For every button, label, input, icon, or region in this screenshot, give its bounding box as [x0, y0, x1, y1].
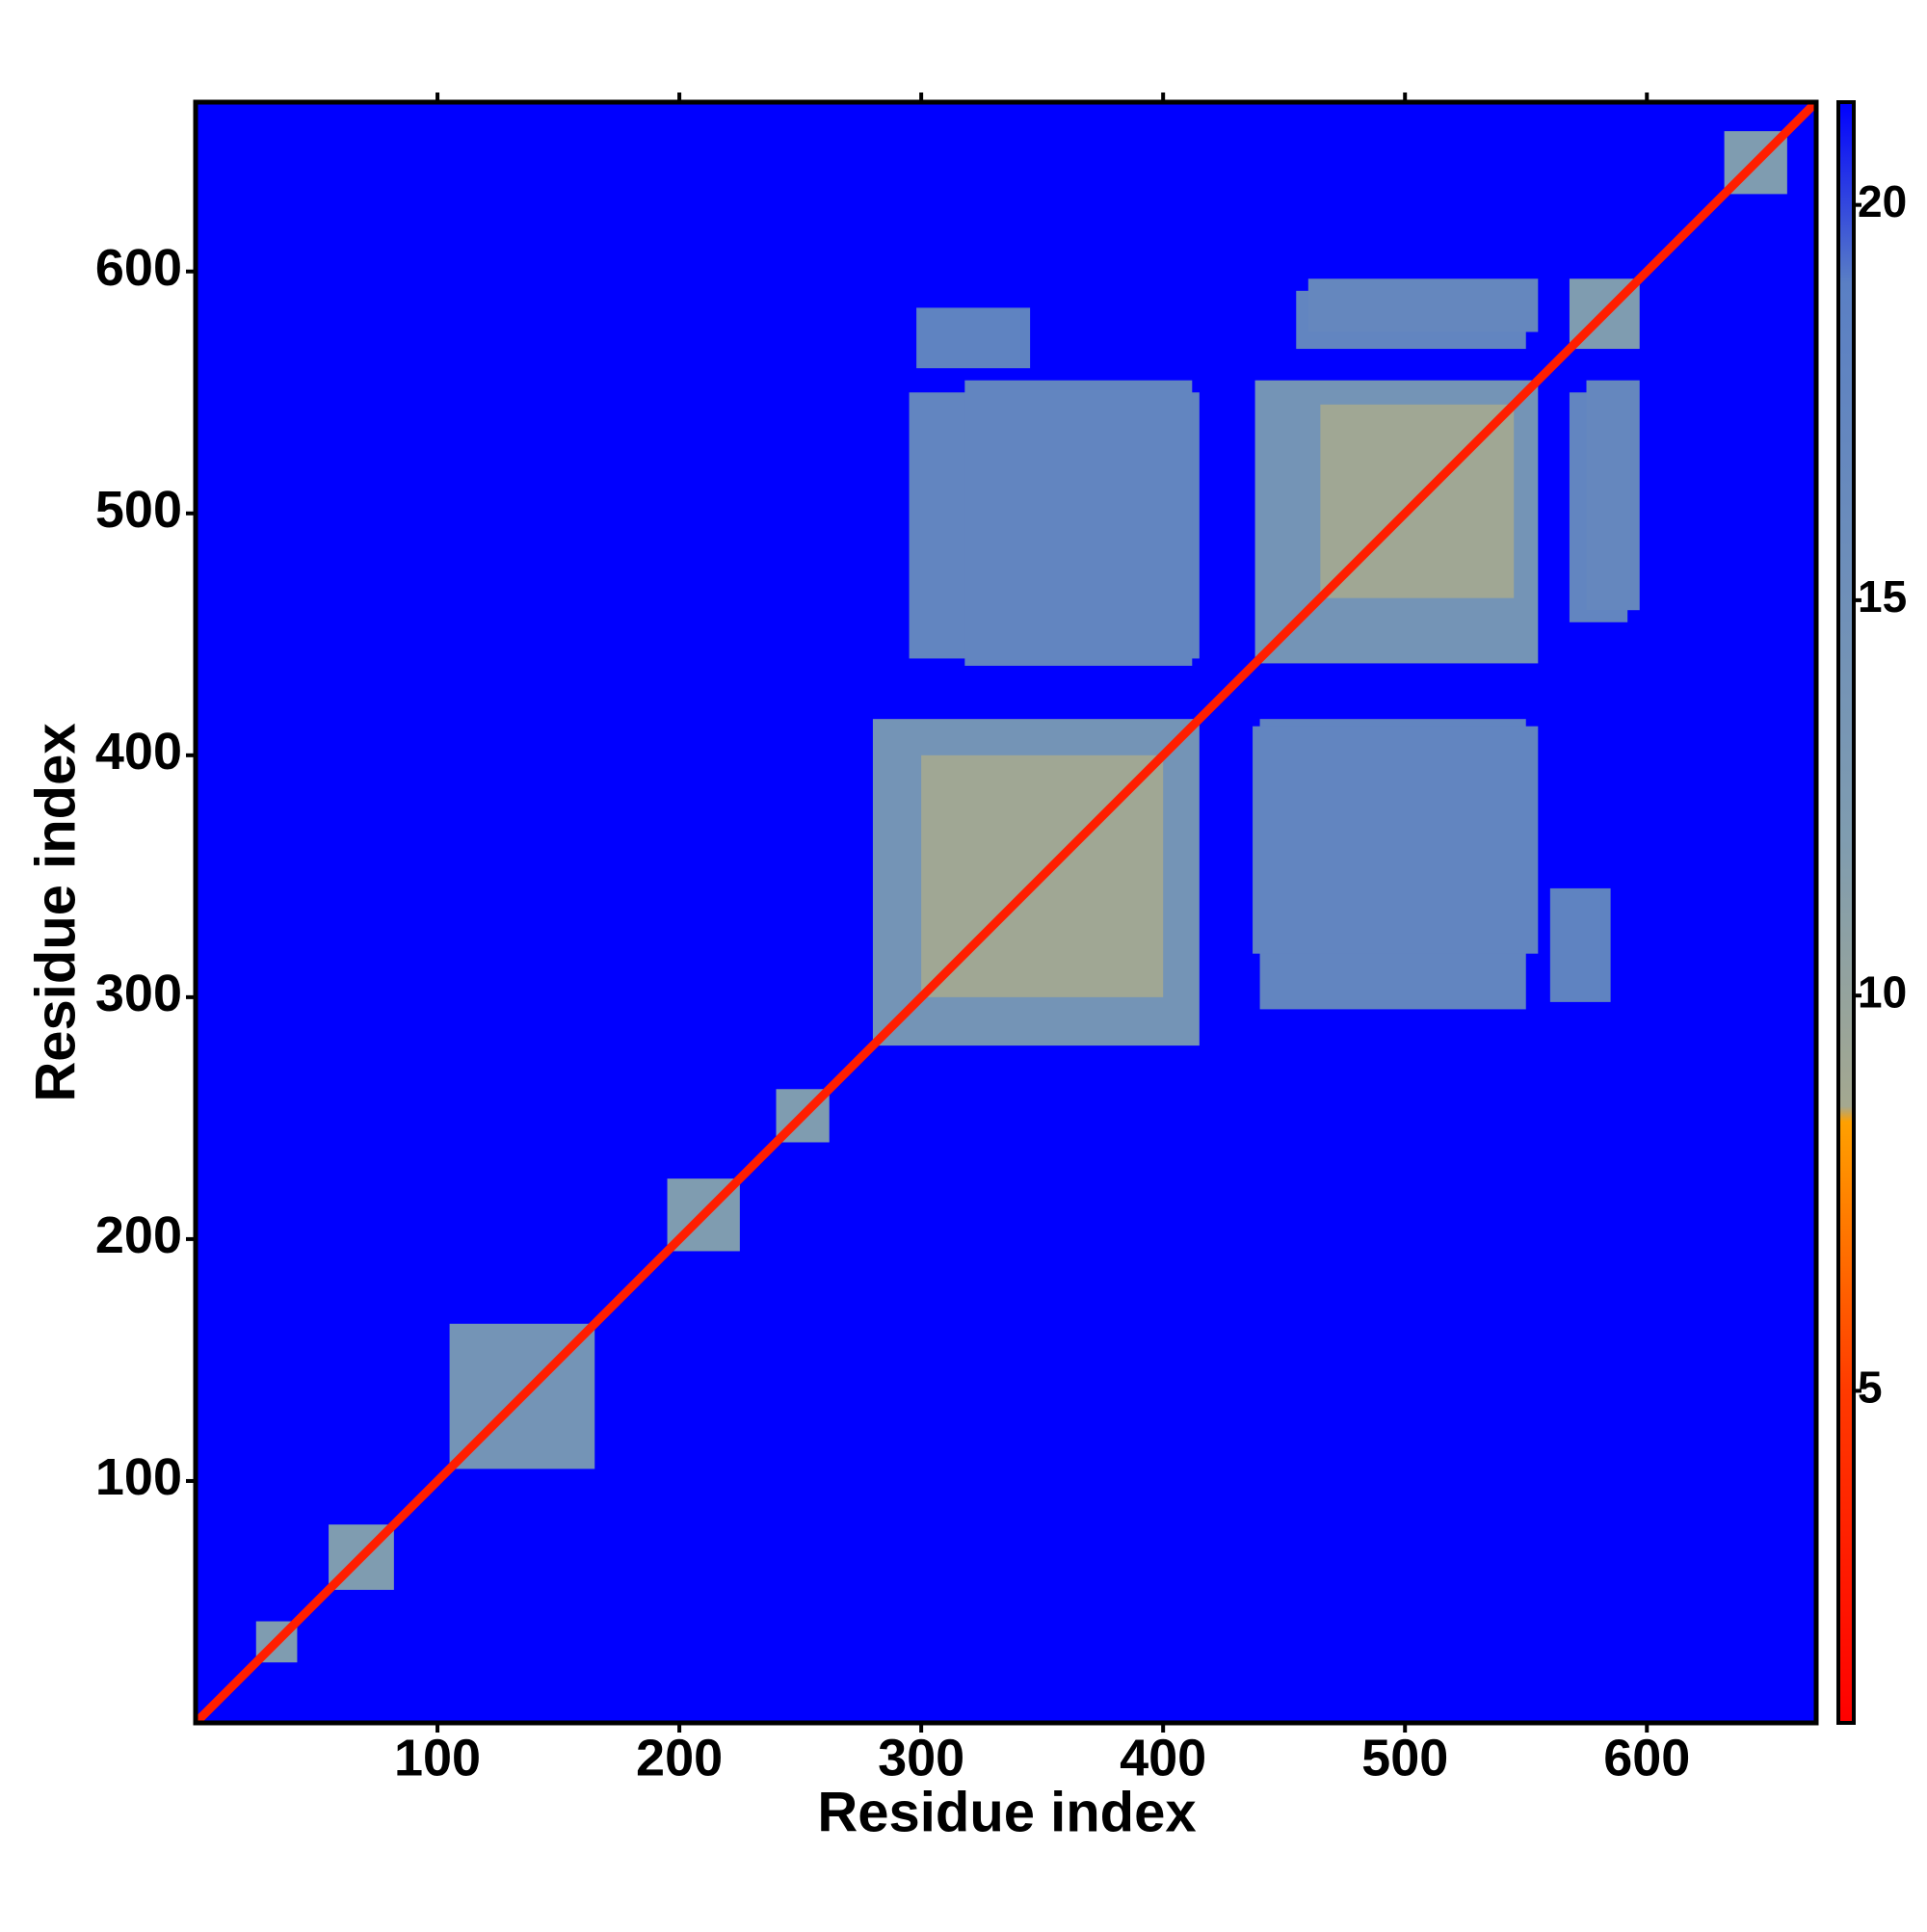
heatmap-cell: [964, 380, 1193, 666]
x-tick-label: 300: [878, 1729, 964, 1786]
x-tick-label: 600: [1603, 1729, 1690, 1786]
y-tick-label: 200: [95, 1206, 182, 1264]
colorbar-tick-label: 5: [1858, 1363, 1883, 1413]
heatmap: [196, 102, 1816, 1723]
diagonal: [196, 102, 1816, 1723]
plot-frame: [193, 99, 1819, 1726]
y-tick-label: 500: [95, 481, 182, 539]
heatmap-cell: [1253, 726, 1539, 954]
colorbar-tick-label: 10: [1858, 966, 1907, 1017]
colorbar-tick-label: 20: [1858, 176, 1907, 226]
y-tick-label: 100: [95, 1448, 182, 1506]
y-tick-label: 300: [95, 965, 182, 1022]
y-axis-label: Residue index: [24, 723, 87, 1101]
x-tick-label: 200: [636, 1729, 723, 1786]
x-tick-label: 100: [394, 1729, 481, 1786]
heatmap-cell: [1586, 380, 1640, 611]
x-axis-label: Residue index: [817, 1781, 1196, 1843]
x-tick-label: 500: [1361, 1729, 1448, 1786]
y-tick-label: 600: [95, 239, 182, 297]
heatmap-cell: [916, 307, 1031, 369]
heatmap-cell: [1549, 887, 1611, 1002]
colorbar-tick-label: 15: [1858, 571, 1907, 622]
y-tick-label: 400: [95, 723, 182, 781]
heatmap-cell: [1307, 278, 1539, 332]
x-tick-label: 400: [1120, 1729, 1206, 1786]
colorbar: [1836, 100, 1856, 1725]
